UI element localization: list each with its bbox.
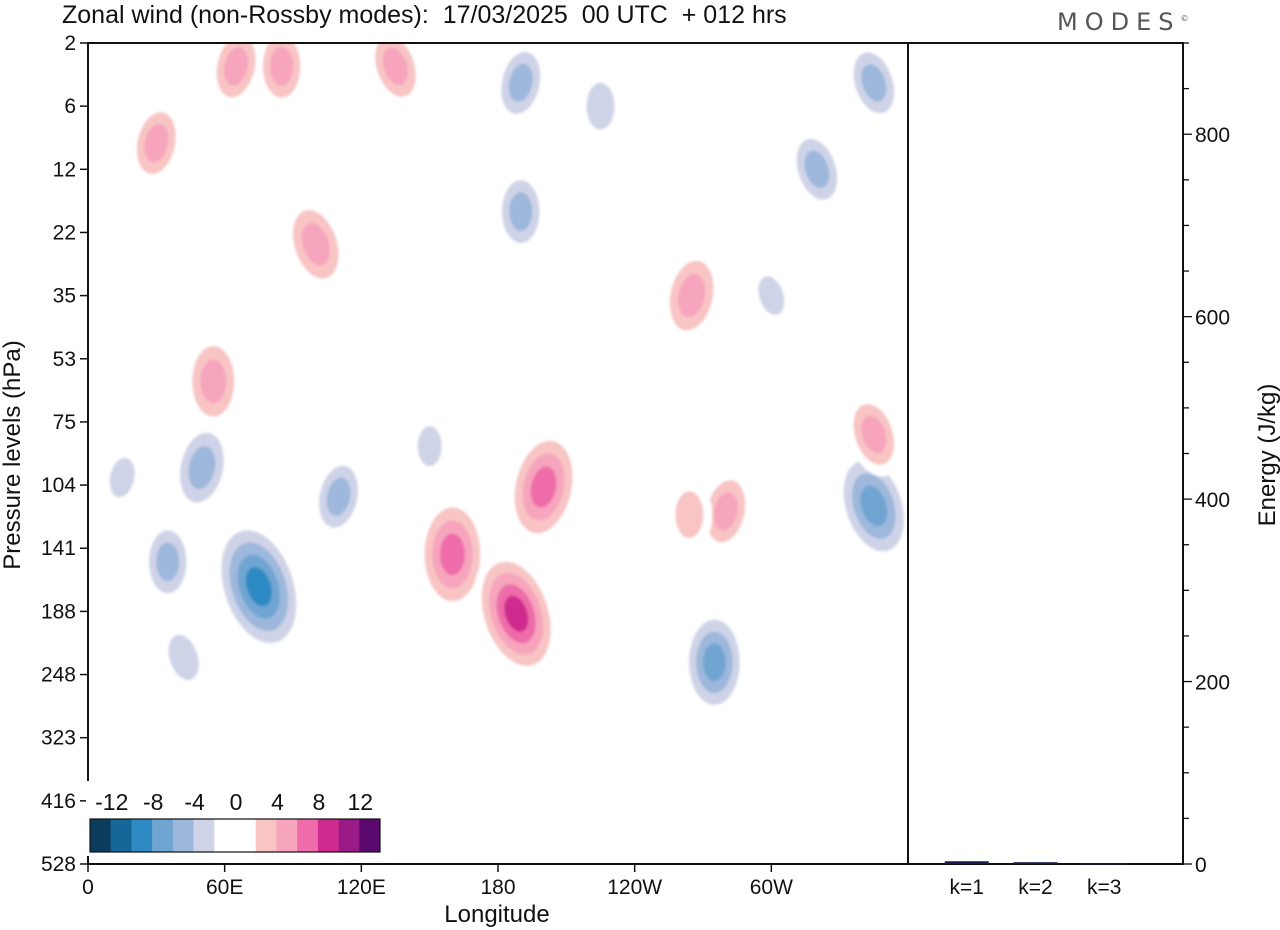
colorbar-swatch bbox=[317, 819, 339, 852]
colorbar-swatch bbox=[172, 819, 194, 852]
y-tick-label: 35 bbox=[53, 285, 76, 308]
x-tick-label: 180 bbox=[480, 876, 515, 899]
y-tick-label: 104 bbox=[41, 474, 76, 497]
colorbar-swatch bbox=[255, 819, 277, 852]
x-tick-label: 60E bbox=[206, 876, 243, 899]
colorbar-swatch bbox=[235, 819, 257, 852]
colorbar-border bbox=[89, 818, 381, 853]
colorbar-label: 4 bbox=[271, 789, 284, 815]
contour-feature bbox=[860, 485, 888, 527]
contour-feature bbox=[440, 533, 465, 576]
energy-bars: k=1 k=2 k=3 bbox=[944, 861, 1127, 899]
colorbar-swatch bbox=[297, 819, 319, 852]
contour-feature bbox=[326, 477, 351, 516]
y-tick-label: 248 bbox=[41, 664, 76, 687]
contour-feature bbox=[530, 466, 557, 508]
contour-feature bbox=[245, 567, 272, 607]
colorbar-label: 12 bbox=[348, 789, 374, 815]
energy-axis: 0 200 400 600 800 bbox=[1183, 42, 1230, 877]
bar-category-label: k=1 bbox=[950, 876, 984, 899]
energy-bar bbox=[944, 861, 989, 864]
contour-feature bbox=[168, 634, 199, 681]
energy-axis-label: Energy (J/kg) bbox=[1254, 384, 1280, 527]
energy-tick-label: 200 bbox=[1195, 672, 1230, 695]
colorbar-swatch bbox=[110, 819, 132, 852]
colorbar-swatch bbox=[214, 819, 236, 852]
contour-feature bbox=[703, 643, 726, 682]
y-tick-label: 22 bbox=[53, 221, 76, 244]
colorbar-swatch bbox=[131, 819, 153, 852]
bar-category-label: k=3 bbox=[1087, 876, 1121, 899]
outer-frame bbox=[87, 42, 1184, 865]
energy-tick-label: 600 bbox=[1195, 307, 1230, 330]
plot-frame bbox=[87, 42, 1184, 865]
colorbar-label: 0 bbox=[230, 789, 243, 815]
energy-tick-label: 800 bbox=[1195, 124, 1230, 147]
logo-text: MODES bbox=[1057, 8, 1181, 36]
x-axis: 0 60E 120E 180 120W 60W bbox=[82, 864, 793, 899]
y-tick-label: 75 bbox=[53, 411, 76, 434]
contour-feature bbox=[675, 491, 704, 539]
y-tick-label: 323 bbox=[41, 727, 76, 750]
colorbar-swatch bbox=[359, 819, 381, 852]
chart-title: Zonal wind (non-Rossby modes): 17/03/202… bbox=[62, 1, 787, 29]
colorbar-label: -4 bbox=[184, 789, 205, 815]
y-tick-label: 528 bbox=[41, 853, 76, 876]
x-tick-label: 120W bbox=[607, 876, 662, 899]
colorbar-swatch bbox=[90, 819, 112, 852]
contour-feature bbox=[144, 124, 169, 163]
contour-feature bbox=[861, 64, 887, 102]
contour-feature bbox=[382, 47, 409, 86]
contour-feature bbox=[758, 276, 785, 315]
contour-feature bbox=[861, 415, 887, 454]
y-tick-label: 141 bbox=[41, 537, 76, 560]
heatmap-contours bbox=[101, 43, 908, 717]
colorbar-legend: -12 -8 -4 0 4 8 12 bbox=[86, 781, 382, 856]
x-tick-label: 0 bbox=[82, 876, 94, 899]
colorbar-label: -12 bbox=[95, 789, 128, 815]
modes-logo: MODES© bbox=[1057, 8, 1189, 36]
x-axis-label: Longitude bbox=[444, 901, 549, 928]
contour-feature bbox=[301, 223, 330, 266]
y-tick-label: 53 bbox=[53, 348, 76, 371]
energy-bar bbox=[1082, 863, 1127, 865]
colorbar-label: 8 bbox=[312, 789, 325, 815]
colorbar-swatch bbox=[338, 819, 360, 852]
contour-feature bbox=[586, 82, 615, 130]
contour-feature bbox=[504, 595, 529, 632]
contour-feature bbox=[200, 359, 227, 404]
y-tick-label: 416 bbox=[41, 790, 76, 813]
contour-feature bbox=[188, 446, 216, 490]
colorbar-label: -8 bbox=[143, 789, 163, 815]
contour-feature bbox=[678, 274, 706, 318]
bar-category-label: k=2 bbox=[1018, 876, 1052, 899]
energy-bar bbox=[1013, 862, 1058, 864]
y-tick-label: 12 bbox=[53, 158, 76, 181]
y-tick-label: 6 bbox=[64, 95, 76, 118]
contour-feature bbox=[713, 492, 738, 531]
contour-feature bbox=[417, 426, 442, 467]
colorbar-swatch bbox=[193, 819, 215, 852]
colorbar-swatch bbox=[152, 819, 174, 852]
y-axis: 2 6 12 22 35 53 75 104 141 188 248 323 416 528 bbox=[41, 32, 88, 876]
colorbar-swatch bbox=[276, 819, 298, 852]
contour-feature bbox=[270, 46, 294, 86]
y-tick-label: 188 bbox=[41, 600, 76, 623]
contour-feature bbox=[109, 457, 135, 498]
contour-feature bbox=[156, 542, 180, 582]
contour-feature bbox=[804, 150, 830, 189]
contour-feature bbox=[224, 47, 249, 86]
contour-feature bbox=[508, 63, 533, 102]
energy-tick-label: 400 bbox=[1195, 489, 1230, 512]
contour-fields bbox=[101, 43, 908, 717]
contour-feature bbox=[509, 192, 533, 231]
y-axis-label: Pressure levels (hPa) bbox=[0, 340, 26, 569]
x-tick-label: 120E bbox=[337, 876, 386, 899]
y-tick-label: 2 bbox=[64, 32, 76, 55]
energy-tick-label: 0 bbox=[1195, 854, 1207, 877]
x-tick-label: 60W bbox=[750, 876, 793, 899]
